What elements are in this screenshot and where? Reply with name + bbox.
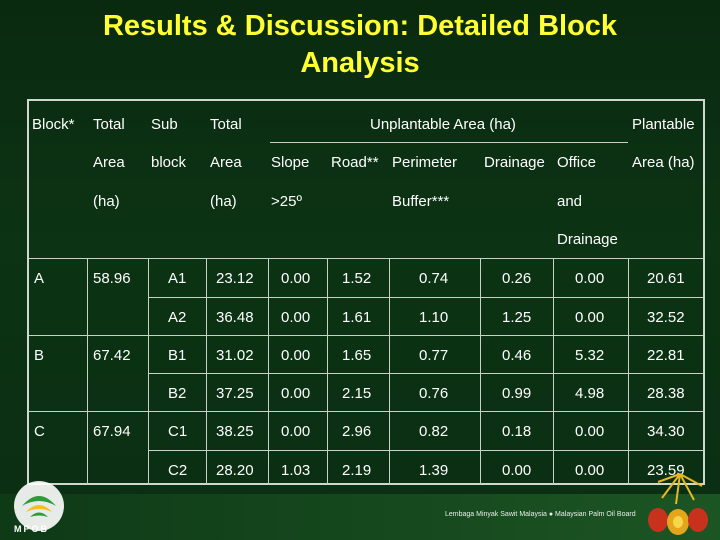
- cell-area-row-4: 37.25: [216, 385, 254, 402]
- cell-office-row-5: 0.00: [575, 423, 605, 440]
- header-bottom-line: [29, 258, 703, 259]
- cell-plantable-row-2: 32.52: [647, 309, 685, 326]
- header-office-1: Office: [557, 154, 596, 171]
- cell-block-row-5: C: [34, 423, 45, 440]
- row-line-2: [29, 335, 703, 336]
- unplantable-underline: [270, 142, 628, 143]
- cell-total-row-5: 67.94: [93, 423, 131, 440]
- header-office-2: and: [557, 193, 583, 210]
- block-analysis-table: [27, 99, 705, 485]
- cell-drainage-row-3: 0.46: [502, 347, 532, 364]
- col-line-1: [87, 258, 88, 485]
- row-line-3: [148, 373, 703, 374]
- header-sub-block-2: block: [151, 154, 187, 171]
- cell-plantable-row-5: 34.30: [647, 423, 685, 440]
- row-line-1: [148, 297, 703, 298]
- cell-sub-row-6: C2: [168, 462, 188, 479]
- header-perimeter-1: Perimeter: [392, 154, 458, 171]
- cell-plantable-row-1: 20.61: [647, 270, 685, 287]
- cell-perimeter-row-4: 0.76: [419, 385, 449, 402]
- cell-block-row-1: A: [34, 270, 45, 287]
- cell-sub-row-3: B1: [168, 347, 187, 364]
- cell-perimeter-row-3: 0.77: [419, 347, 449, 364]
- cell-road-row-1: 1.52: [342, 270, 372, 287]
- cell-sub-row-2: A2: [168, 309, 187, 326]
- cell-office-row-2: 0.00: [575, 309, 605, 326]
- palm-fruit-icon: [648, 473, 708, 535]
- header-block: Block*: [32, 116, 75, 133]
- slide-title: Results & Discussion: Detailed Block Ana…: [0, 8, 720, 82]
- cell-office-row-6: 0.00: [575, 462, 605, 479]
- cell-area-row-5: 38.25: [216, 423, 254, 440]
- cell-slope-row-4: 0.00: [281, 385, 311, 402]
- col-line-7: [480, 258, 481, 485]
- cell-drainage-row-4: 0.99: [502, 385, 532, 402]
- col-line-9: [628, 258, 629, 485]
- cell-office-row-1: 0.00: [575, 270, 605, 287]
- cell-slope-row-2: 0.00: [281, 309, 311, 326]
- cell-road-row-5: 2.96: [342, 423, 372, 440]
- col-line-4: [268, 258, 269, 485]
- cell-area-row-2: 36.48: [216, 309, 254, 326]
- cell-slope-row-1: 0.00: [281, 270, 311, 287]
- header-unplantable: Unplantable Area (ha): [370, 116, 516, 133]
- cell-slope-row-6: 1.03: [281, 462, 311, 479]
- cell-road-row-2: 1.61: [342, 309, 372, 326]
- col-line-5: [327, 258, 328, 485]
- header-sub-block-1: Sub: [151, 116, 178, 133]
- cell-sub-row-1: A1: [168, 270, 187, 287]
- header-office-3: Drainage: [557, 231, 618, 248]
- cell-sub-row-4: B2: [168, 385, 187, 402]
- cell-drainage-row-2: 1.25: [502, 309, 532, 326]
- cell-road-row-6: 2.19: [342, 462, 372, 479]
- cell-area-row-1: 23.12: [216, 270, 254, 287]
- cell-total-row-3: 67.42: [93, 347, 131, 364]
- header-road: Road**: [331, 154, 379, 171]
- cell-slope-row-5: 0.00: [281, 423, 311, 440]
- header-slope-1: Slope: [271, 154, 310, 171]
- footer-bar: [0, 494, 720, 540]
- col-line-2: [148, 258, 149, 485]
- header-sub-total-1: Total: [210, 116, 242, 133]
- header-perimeter-2: Buffer***: [392, 193, 450, 210]
- cell-area-row-6: 28.20: [216, 462, 254, 479]
- cell-total-row-1: 58.96: [93, 270, 131, 287]
- header-total-area-1: Total: [93, 116, 125, 133]
- col-line-8: [553, 258, 554, 485]
- cell-drainage-row-6: 0.00: [502, 462, 532, 479]
- cell-road-row-4: 2.15: [342, 385, 372, 402]
- cell-perimeter-row-1: 0.74: [419, 270, 449, 287]
- cell-perimeter-row-2: 1.10: [419, 309, 449, 326]
- logo-text: MPOB: [14, 524, 49, 534]
- header-plantable-1: Plantable: [632, 116, 695, 133]
- row-line-5: [148, 450, 703, 451]
- cell-area-row-3: 31.02: [216, 347, 254, 364]
- mpob-logo-icon: [14, 481, 64, 531]
- cell-office-row-3: 5.32: [575, 347, 605, 364]
- cell-slope-row-3: 0.00: [281, 347, 311, 364]
- title-line-1: Results & Discussion: Detailed Block: [102, 10, 618, 42]
- col-line-6: [389, 258, 390, 485]
- cell-block-row-3: B: [34, 347, 45, 364]
- header-total-area-3: (ha): [93, 193, 120, 210]
- cell-road-row-3: 1.65: [342, 347, 372, 364]
- col-line-3: [206, 258, 207, 485]
- cell-drainage-row-5: 0.18: [502, 423, 532, 440]
- cell-office-row-4: 4.98: [575, 385, 605, 402]
- cell-perimeter-row-6: 1.39: [419, 462, 449, 479]
- header-slope-2: >25º: [271, 193, 302, 210]
- header-total-area-2: Area: [93, 154, 125, 171]
- cell-plantable-row-3: 22.81: [647, 347, 685, 364]
- footer-text: Lembaga Minyak Sawit Malaysia ● Malaysia…: [445, 511, 636, 518]
- cell-sub-row-5: C1: [168, 423, 188, 440]
- header-sub-total-3: (ha): [210, 193, 237, 210]
- cell-plantable-row-4: 28.38: [647, 385, 685, 402]
- cell-drainage-row-1: 0.26: [502, 270, 532, 287]
- header-sub-total-2: Area: [210, 154, 242, 171]
- cell-perimeter-row-5: 0.82: [419, 423, 449, 440]
- header-drainage: Drainage: [484, 154, 545, 171]
- title-line-2: Analysis: [300, 47, 420, 79]
- row-line-4: [29, 411, 703, 412]
- header-plantable-2: Area (ha): [632, 154, 695, 171]
